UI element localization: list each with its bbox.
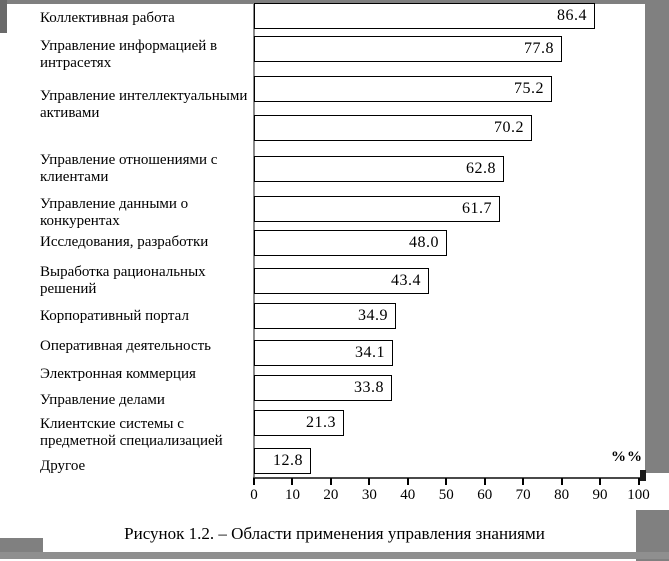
x-axis-tick <box>329 478 332 485</box>
x-axis-tick <box>368 478 371 485</box>
bar-value-label: 70.2 <box>494 119 524 136</box>
category-label: Клиентские системы с предметной специали… <box>40 416 223 449</box>
category-label: Выработка рациональных решений <box>40 264 206 297</box>
frame-corner-top-left <box>0 0 7 33</box>
bar-value-label: 48.0 <box>409 234 439 251</box>
bar: 12.8 <box>254 448 311 474</box>
category-label: Другое <box>40 458 86 474</box>
bar: 48.0 <box>254 230 447 256</box>
bar-value-label: 21.3 <box>306 414 336 431</box>
bar: 77.8 <box>254 36 562 62</box>
bar: 33.8 <box>254 375 392 401</box>
x-axis-tick-label: 60 <box>477 487 493 503</box>
x-axis-tick-label: 100 <box>627 487 650 503</box>
bar-value-label: 34.1 <box>355 344 385 361</box>
figure-caption: Рисунок 1.2. – Области применения управл… <box>124 524 545 543</box>
x-axis-tick <box>253 478 255 485</box>
x-axis-tick <box>637 478 640 485</box>
category-label: Управление делами <box>40 392 165 408</box>
x-axis-tick-label: 30 <box>361 487 377 503</box>
x-axis-tick-label: 20 <box>323 487 339 503</box>
bar-value-label: 62.8 <box>466 160 496 177</box>
x-axis-tick <box>483 478 486 485</box>
category-label: Управление отношениями с клиентами <box>40 152 218 185</box>
x-axis-tick-label: 40 <box>400 487 416 503</box>
bar-value-label: 75.2 <box>514 80 544 97</box>
bar: 61.7 <box>254 196 500 222</box>
x-axis-tick-label: 0 <box>250 487 258 503</box>
x-axis-unit-label: %% <box>611 449 643 465</box>
x-axis-tick <box>291 478 294 485</box>
bar-value-label: 33.8 <box>354 379 384 396</box>
frame-edge-top <box>0 0 669 4</box>
frame-edge-bottom <box>0 552 669 559</box>
bar-value-label: 86.4 <box>557 7 587 24</box>
bar: 43.4 <box>254 268 429 294</box>
bar-value-label: 12.8 <box>273 452 303 469</box>
bar: 70.2 <box>254 115 532 141</box>
bar: 34.9 <box>254 303 396 329</box>
category-label: Коллективная работа <box>40 10 175 26</box>
bar-value-label: 34.9 <box>358 307 388 324</box>
bar: 62.8 <box>254 156 504 182</box>
category-label: Оперативная деятельность <box>40 338 211 354</box>
category-label: Управление данными о конкурентах <box>40 196 189 229</box>
x-axis-tick <box>445 478 448 485</box>
bar: 75.2 <box>254 76 552 102</box>
category-label: Электронная коммерция <box>40 366 196 382</box>
x-axis-line <box>253 477 646 479</box>
x-axis-tick-label: 90 <box>592 487 608 503</box>
frame-edge-right <box>645 0 669 473</box>
bar: 86.4 <box>254 3 595 29</box>
x-axis-tick-label: 70 <box>515 487 531 503</box>
x-axis-tick-label: 80 <box>554 487 570 503</box>
x-axis-end-cap <box>640 470 646 481</box>
x-axis-tick <box>406 478 409 485</box>
frame-block-bottom-left <box>0 538 43 556</box>
category-label: Управление интеллектуальными активами <box>40 88 248 121</box>
bar-value-label: 43.4 <box>391 272 421 289</box>
bar: 21.3 <box>254 410 344 436</box>
x-axis-tick-label: 10 <box>284 487 300 503</box>
x-axis-tick-label: 50 <box>438 487 454 503</box>
bar-value-label: 77.8 <box>524 40 554 57</box>
bar-value-label: 61.7 <box>462 200 492 217</box>
x-axis-tick <box>599 478 602 485</box>
x-axis-tick <box>560 478 563 485</box>
x-axis-tick <box>522 478 525 485</box>
category-label: Исследования, разработки <box>40 234 209 250</box>
bar: 34.1 <box>254 340 393 366</box>
category-label: Управление информацией в интрасетях <box>40 38 218 71</box>
category-label: Корпоративный портал <box>40 308 189 324</box>
